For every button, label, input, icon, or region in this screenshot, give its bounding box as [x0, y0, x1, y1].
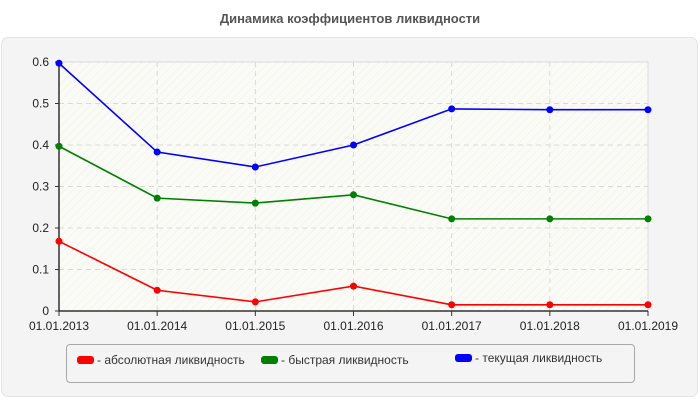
- y-tick-label: 0.5: [32, 97, 49, 111]
- y-tick-label: 0.2: [32, 221, 49, 235]
- legend-swatch-blue: [455, 354, 472, 362]
- legend: - абсолютная ликвидность - быстрая ликви…: [66, 344, 635, 383]
- data-point[interactable]: [448, 105, 456, 113]
- x-tick-label: 01.01.2016: [323, 319, 383, 333]
- y-tick-label: 0.3: [32, 180, 49, 194]
- axes: 0 0.1 0.2 0.3 0.4 0.5 0.6 01.01.2013 01.01.2014 0…: [29, 55, 678, 333]
- x-tick-label: 01.01.2018: [520, 319, 580, 333]
- data-point[interactable]: [153, 148, 161, 156]
- data-series: [55, 59, 652, 309]
- data-point[interactable]: [350, 282, 357, 290]
- x-tick-label: 01.01.2015: [225, 319, 285, 333]
- legend-item-current: - текущая ликвидность: [455, 351, 602, 365]
- legend-label: - абсолютная ликвидность: [97, 353, 245, 367]
- gridlines: [59, 61, 648, 311]
- data-point[interactable]: [251, 199, 259, 207]
- data-point[interactable]: [644, 106, 652, 114]
- data-point[interactable]: [546, 106, 554, 114]
- data-point[interactable]: [55, 59, 63, 67]
- data-point[interactable]: [448, 215, 456, 223]
- x-tick-label: 01.01.2019: [618, 319, 678, 333]
- legend-label: - текущая ликвидность: [475, 351, 603, 365]
- legend-item-absolute: - абсолютная ликвидность: [77, 353, 245, 367]
- data-point[interactable]: [251, 163, 259, 171]
- data-point[interactable]: [251, 298, 259, 306]
- legend-swatch-green: [261, 356, 278, 364]
- data-point[interactable]: [350, 191, 357, 199]
- x-tick-label: 01.01.2013: [29, 319, 89, 333]
- data-point[interactable]: [350, 141, 357, 149]
- chart-title: Динамика коэффициентов ликвидности: [219, 11, 481, 26]
- y-tick-label: 0: [42, 304, 49, 318]
- data-point[interactable]: [153, 286, 161, 294]
- data-point[interactable]: [448, 301, 456, 309]
- data-point[interactable]: [546, 301, 554, 309]
- legend-label: - быстрая ликвидность: [281, 353, 409, 367]
- data-point[interactable]: [644, 215, 652, 223]
- data-point[interactable]: [546, 215, 554, 223]
- data-point[interactable]: [55, 142, 63, 150]
- data-point[interactable]: [644, 301, 652, 309]
- legend-item-quick: - быстрая ликвидность: [261, 353, 409, 367]
- legend-swatch-red: [77, 356, 94, 364]
- x-tick-label: 01.01.2014: [127, 319, 187, 333]
- x-tick-label: 01.01.2017: [422, 319, 482, 333]
- y-tick-label: 0.1: [32, 263, 49, 277]
- y-tick-label: 0.6: [32, 55, 49, 69]
- data-point[interactable]: [153, 194, 161, 202]
- data-point[interactable]: [55, 237, 63, 245]
- y-tick-label: 0.4: [32, 138, 49, 152]
